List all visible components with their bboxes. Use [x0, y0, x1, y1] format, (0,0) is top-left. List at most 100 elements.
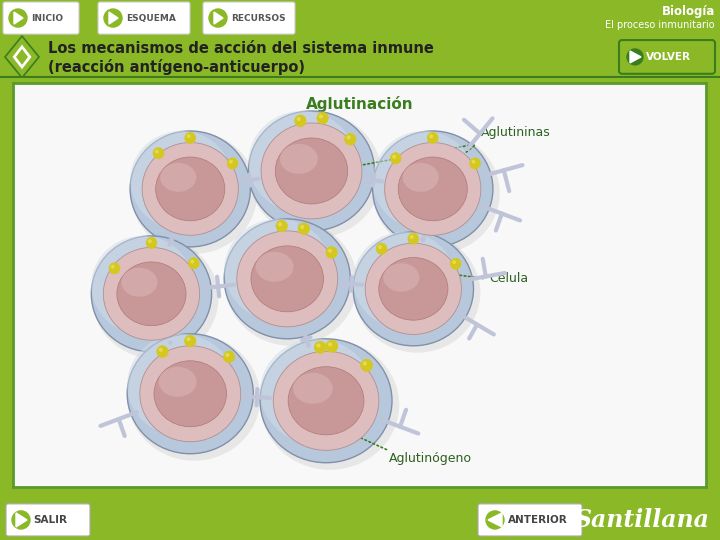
Text: VOLVER: VOLVER — [646, 52, 691, 62]
Circle shape — [376, 243, 387, 254]
Ellipse shape — [248, 111, 356, 213]
Circle shape — [223, 351, 235, 363]
Circle shape — [225, 353, 230, 357]
Circle shape — [186, 337, 191, 341]
FancyBboxPatch shape — [3, 2, 79, 34]
Ellipse shape — [156, 157, 225, 221]
FancyBboxPatch shape — [619, 40, 715, 74]
Circle shape — [189, 258, 199, 269]
Ellipse shape — [275, 138, 348, 204]
Circle shape — [9, 9, 27, 27]
Circle shape — [157, 346, 168, 357]
Circle shape — [326, 340, 338, 353]
Ellipse shape — [379, 258, 448, 320]
Circle shape — [104, 9, 122, 27]
Ellipse shape — [261, 340, 399, 470]
Ellipse shape — [91, 236, 194, 334]
Ellipse shape — [130, 131, 251, 247]
Circle shape — [429, 134, 433, 138]
Polygon shape — [214, 12, 223, 24]
Circle shape — [185, 132, 196, 144]
Circle shape — [159, 348, 163, 352]
Circle shape — [390, 153, 401, 164]
Text: Célula: Célula — [489, 272, 528, 285]
Ellipse shape — [131, 132, 257, 254]
Circle shape — [326, 247, 337, 258]
Circle shape — [276, 220, 287, 232]
Circle shape — [345, 133, 356, 145]
Ellipse shape — [373, 131, 493, 247]
Circle shape — [300, 225, 304, 229]
Ellipse shape — [248, 111, 374, 231]
Ellipse shape — [384, 143, 481, 235]
Polygon shape — [16, 49, 28, 65]
Circle shape — [316, 343, 320, 348]
Circle shape — [148, 239, 152, 243]
Polygon shape — [12, 44, 32, 70]
Circle shape — [190, 260, 194, 264]
Text: RECURSOS: RECURSOS — [231, 14, 286, 23]
Text: Biología: Biología — [662, 4, 715, 17]
Ellipse shape — [256, 252, 294, 282]
Polygon shape — [5, 36, 39, 78]
Circle shape — [12, 511, 30, 529]
Text: (reacción antígeno-anticuerpo): (reacción antígeno-anticuerpo) — [48, 59, 305, 75]
Ellipse shape — [237, 231, 338, 327]
Ellipse shape — [104, 247, 199, 340]
Text: ANTERIOR: ANTERIOR — [508, 515, 568, 525]
Polygon shape — [14, 12, 23, 24]
Text: Aglutininas: Aglutininas — [481, 126, 551, 139]
Circle shape — [392, 154, 396, 159]
Ellipse shape — [117, 262, 186, 326]
Ellipse shape — [224, 219, 331, 321]
Ellipse shape — [383, 263, 419, 292]
Polygon shape — [16, 513, 27, 527]
Text: Aglutinación: Aglutinación — [306, 96, 414, 112]
Circle shape — [109, 263, 120, 274]
Ellipse shape — [127, 334, 235, 436]
Circle shape — [111, 265, 114, 268]
Circle shape — [317, 112, 328, 124]
Circle shape — [328, 342, 332, 347]
Ellipse shape — [127, 334, 253, 454]
Ellipse shape — [280, 144, 318, 174]
FancyBboxPatch shape — [203, 2, 295, 34]
Ellipse shape — [261, 123, 362, 219]
Circle shape — [184, 335, 196, 347]
Circle shape — [627, 49, 643, 65]
Ellipse shape — [354, 233, 480, 353]
Circle shape — [486, 511, 504, 529]
Polygon shape — [109, 12, 118, 24]
Text: ESQUEMA: ESQUEMA — [126, 14, 176, 23]
FancyBboxPatch shape — [6, 504, 90, 536]
FancyBboxPatch shape — [13, 83, 706, 487]
Text: El proceso inmunitario: El proceso inmunitario — [606, 20, 715, 30]
Ellipse shape — [293, 373, 333, 404]
Ellipse shape — [373, 131, 475, 230]
Ellipse shape — [288, 367, 364, 435]
FancyBboxPatch shape — [478, 504, 582, 536]
Circle shape — [315, 341, 326, 354]
Circle shape — [428, 132, 438, 144]
Ellipse shape — [122, 268, 158, 297]
Text: Santillana: Santillana — [575, 508, 710, 532]
Ellipse shape — [260, 339, 392, 463]
Ellipse shape — [142, 143, 238, 235]
Ellipse shape — [91, 236, 212, 352]
Ellipse shape — [354, 232, 456, 329]
Ellipse shape — [274, 351, 379, 450]
Ellipse shape — [224, 219, 351, 339]
Circle shape — [328, 249, 332, 253]
Ellipse shape — [130, 131, 233, 230]
Ellipse shape — [398, 157, 467, 221]
Circle shape — [450, 258, 461, 269]
Polygon shape — [488, 513, 502, 527]
Circle shape — [297, 117, 301, 121]
Circle shape — [294, 115, 306, 127]
Ellipse shape — [251, 246, 323, 312]
Circle shape — [472, 160, 475, 164]
Circle shape — [346, 136, 351, 139]
Ellipse shape — [374, 132, 500, 254]
Text: INICIO: INICIO — [31, 14, 63, 23]
Text: Los mecanismos de acción del sistema inmune: Los mecanismos de acción del sistema inm… — [48, 42, 434, 57]
